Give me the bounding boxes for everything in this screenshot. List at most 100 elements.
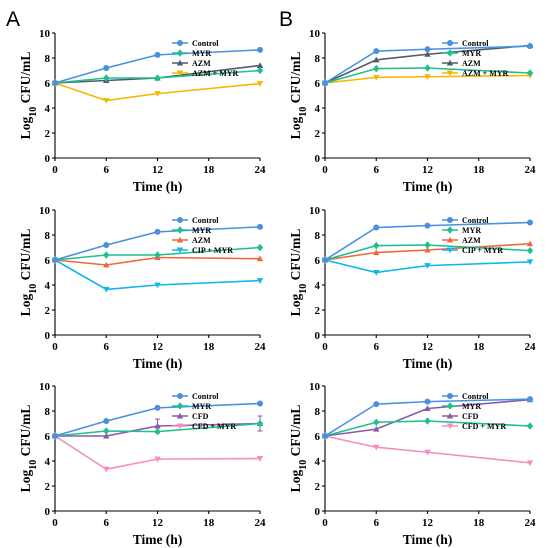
series-line-azm-myr (324, 74, 531, 84)
data-point-control (257, 223, 263, 230)
data-point-myr (256, 66, 264, 75)
data-point-control (424, 398, 431, 405)
y-tick-label: 10 (39, 28, 51, 40)
data-point-control (322, 80, 328, 86)
legend-label-cip-myr: CIP + MYR (192, 246, 233, 255)
legend-marker-control (177, 393, 183, 399)
series-line-control (54, 49, 261, 84)
series-line-cip-myr (324, 259, 531, 274)
data-point-cfd-myr (424, 449, 431, 456)
series-line-myr (324, 67, 531, 84)
data-point-cfd (103, 432, 110, 439)
x-tick-label: 24 (525, 164, 537, 176)
x-tick-label: 24 (255, 341, 267, 353)
series-line-cip-myr (54, 259, 261, 291)
data-point-azm (103, 261, 110, 268)
legend-label-azm: AZM (192, 236, 211, 245)
data-point-control (527, 396, 533, 403)
legend-label-myr: MYR (192, 226, 211, 235)
x-tick-label: 12 (152, 164, 164, 176)
data-point-myr (424, 64, 431, 72)
y-tick-label: 2 (315, 128, 321, 140)
legend-marker-control (177, 40, 183, 46)
series-line-myr (54, 246, 261, 261)
x-axis-label: Time (h) (403, 179, 453, 194)
legend-label-azm-myr: AZM + MYR (192, 69, 239, 78)
legend-label-control: Control (462, 39, 489, 48)
x-axis-label: Time (h) (133, 356, 183, 371)
data-point-azm-myr (154, 91, 161, 97)
data-point-control (373, 401, 380, 408)
y-tick-label: 6 (315, 255, 321, 267)
legend-marker-myr (446, 402, 454, 410)
legend-marker-myr (176, 402, 184, 410)
y-tick-label: 6 (315, 431, 321, 443)
data-point-cip-myr (256, 278, 264, 284)
data-point-azm-myr (256, 81, 264, 87)
data-point-control (52, 433, 58, 439)
panel-letter-b: B (279, 8, 294, 31)
y-axis-label: Log10 CFU/mL (288, 405, 309, 493)
y-tick-label: 4 (45, 103, 51, 115)
data-point-cfd-myr (103, 466, 110, 473)
legend-marker-control (177, 217, 183, 223)
series-line-myr (324, 244, 531, 261)
y-tick-label: 4 (45, 280, 51, 292)
data-point-control (154, 404, 161, 411)
y-tick-label: 10 (39, 381, 51, 393)
series-line-myr (54, 422, 261, 437)
data-point-azm-myr (103, 97, 110, 104)
data-point-myr (103, 427, 110, 435)
y-tick-label: 6 (315, 78, 321, 90)
data-point-control (424, 46, 431, 53)
x-tick-label: 0 (322, 341, 328, 353)
legend-marker-cfd (446, 412, 454, 419)
y-tick-label: 2 (315, 305, 321, 317)
series-line-cfd (324, 398, 531, 437)
series-line-myr (324, 420, 531, 437)
legend-marker-myr (446, 226, 454, 234)
y-tick-label: 10 (39, 205, 51, 217)
data-point-myr (526, 422, 534, 430)
data-point-azm (424, 246, 431, 253)
data-point-myr (103, 74, 110, 82)
data-point-control (103, 418, 110, 424)
data-point-cfd-myr (256, 455, 264, 462)
x-tick-label: 18 (473, 164, 485, 176)
data-point-myr (256, 419, 264, 428)
x-tick-label: 6 (104, 517, 110, 529)
series-line-cfd-myr (54, 435, 261, 470)
y-tick-label: 6 (45, 78, 51, 90)
x-tick-label: 12 (152, 341, 164, 353)
y-tick-label: 8 (45, 406, 51, 418)
data-point-control (103, 242, 110, 248)
legend-marker-azm (446, 236, 454, 243)
data-point-control (527, 43, 533, 50)
x-tick-label: 18 (473, 341, 485, 353)
panel-letter-a: A (6, 8, 21, 31)
x-tick-label: 0 (52, 517, 58, 529)
legend-label-myr: MYR (192, 402, 211, 411)
legend-label-azm: AZM (462, 59, 481, 68)
data-point-control (322, 257, 328, 263)
data-point-control (527, 219, 533, 226)
y-axis-label: Log10 CFU/mL (288, 229, 309, 317)
x-tick-label: 24 (525, 517, 537, 529)
data-point-control (322, 433, 328, 439)
y-tick-label: 6 (45, 431, 51, 443)
x-tick-label: 6 (104, 164, 110, 176)
y-tick-label: 0 (315, 153, 321, 165)
legend-label-control: Control (192, 39, 219, 48)
legend-marker-cip-myr (176, 247, 184, 254)
data-point-myr (373, 64, 380, 73)
x-tick-label: 24 (525, 341, 537, 353)
legend-label-cfd: CFD (192, 412, 209, 421)
data-point-control (154, 51, 161, 58)
data-point-myr (154, 251, 161, 259)
y-tick-label: 2 (315, 481, 321, 493)
legend-marker-cfd (176, 412, 184, 419)
legend-label-cfd-myr: CFD + MYR (192, 422, 236, 431)
data-point-cip-myr (526, 259, 534, 266)
data-point-control (103, 65, 110, 71)
